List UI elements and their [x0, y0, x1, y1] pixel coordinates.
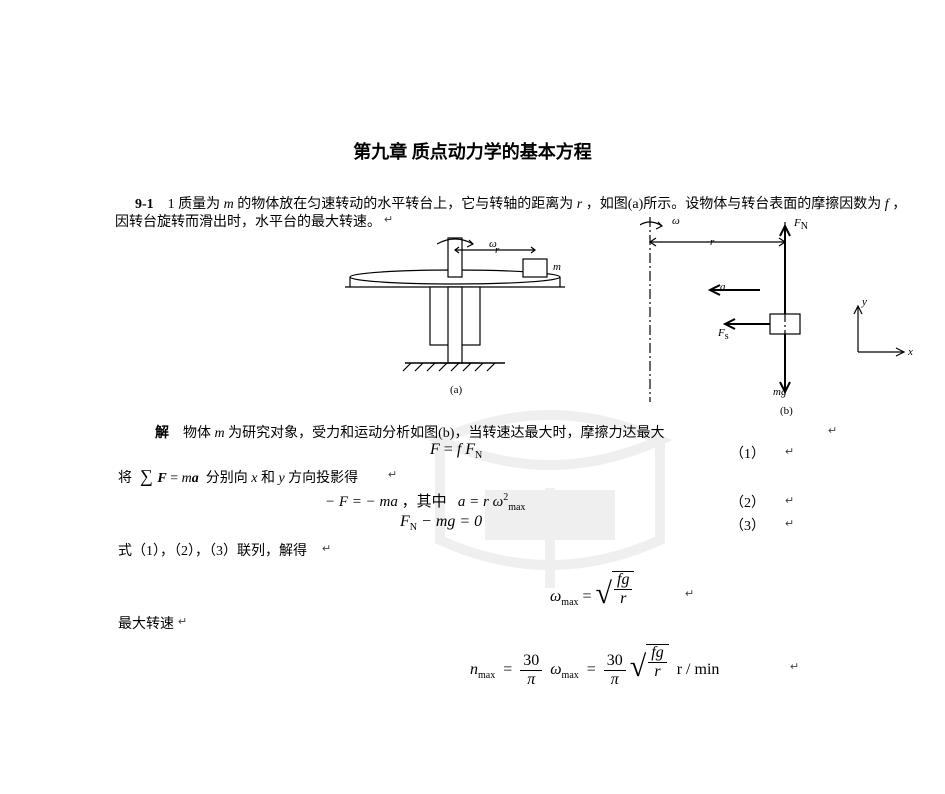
problem-line-1: 9-1 1 质量为 m 的物体放在匀速转动的水平转台上，它与转轴的距离为 r ，… [135, 193, 906, 213]
return-mark: ↵ [790, 660, 799, 673]
fig-b-FN: FN [794, 217, 808, 232]
couple-text: 式（1），（2），（3）联列，解得 [118, 540, 307, 560]
equation-nmax: nmax = 30 π ωmax = 30 π √ fg r r / min [470, 648, 719, 688]
chapter-title: 第九章 质点动力学的基本方程 [0, 138, 945, 164]
return-mark: ↵ [685, 587, 694, 600]
problem-text: ，如图(a)所示。设物体与转台表面的摩擦因数为 [586, 197, 882, 212]
eq2-number: （2） [730, 492, 765, 512]
problem-line-2: 因转台旋转而滑出时，水平台的最大转速。 [115, 211, 381, 231]
jie-label: 解 [155, 426, 169, 441]
return-mark: ↵ [828, 424, 837, 437]
fig-b-omega: ω [672, 215, 680, 227]
maxspeed-text: 最大转速 [118, 613, 174, 633]
equation-1: F = f FN [430, 441, 482, 461]
equation-2: − F = − ma ，其中 a = r ω2max [325, 490, 525, 513]
problem-text: 1 质量为 [168, 197, 221, 212]
page-root: 第九章 质点动力学的基本方程 9-1 1 质量为 m 的物体放在匀速转动的水平转… [0, 0, 945, 794]
projection-text: 将 ∑ F = ma 分别向 x 和 y 方向投影得 [118, 466, 358, 487]
return-mark: ↵ [785, 494, 794, 507]
var-f: f [885, 197, 889, 212]
solution-line-1: 解 物体 m 为研究对象，受力和运动分析如图(b)，当转速达最大时，摩擦力达最大 [155, 422, 664, 442]
figure-b [640, 212, 910, 412]
fig-a-m: m [553, 261, 561, 273]
return-mark: ↵ [384, 213, 393, 226]
problem-number: 9-1 [135, 197, 154, 212]
return-mark: ↵ [322, 542, 331, 555]
return-mark: ↵ [785, 445, 794, 458]
return-mark: ↵ [785, 517, 794, 530]
var-r: r [577, 197, 582, 212]
fig-b-label: (b) [780, 405, 793, 417]
eq1-number: （1） [730, 443, 765, 463]
sol-text: 为研究对象，受力和运动分析如图(b)，当转速达最大时，摩擦力达最大 [228, 426, 664, 441]
fig-b-r: r [710, 236, 714, 248]
return-mark: ↵ [178, 615, 187, 628]
axis-x: x [908, 346, 913, 358]
var-m: m [224, 197, 234, 212]
fig-b-a: a [720, 281, 726, 293]
var-m: m [215, 426, 225, 441]
problem-text: ， [892, 197, 906, 212]
fig-b-mg: mg [773, 386, 786, 398]
equation-3: FN − mg = 0 [400, 513, 482, 533]
problem-text: 的物体放在匀速转动的水平转台上，它与转轴的距离为 [237, 197, 573, 212]
sol-text: 物体 [183, 426, 211, 441]
eq3-number: （3） [730, 515, 765, 535]
axis-y: y [862, 296, 867, 308]
equation-omega: ωmax = √ fg r [550, 575, 634, 615]
figure-a [345, 232, 605, 412]
fig-a-label: (a) [450, 384, 462, 396]
fig-b-Fs: Fs [718, 327, 729, 342]
return-mark: ↵ [388, 468, 397, 481]
fig-a-r: r [495, 244, 499, 256]
